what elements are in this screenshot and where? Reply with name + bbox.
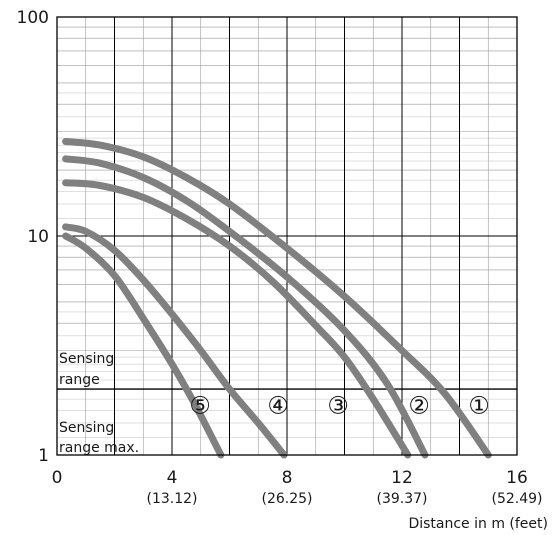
region-label-above-line2: range <box>59 372 100 388</box>
x-tick-sublabel: (52.49) <box>491 491 542 507</box>
series-curve-2 <box>62 155 429 459</box>
series-label-1: ① <box>468 391 490 419</box>
region-label-below-line1: Sensing <box>59 420 114 436</box>
x-axis-title: Distance in m (feet) <box>408 516 548 532</box>
series-layer <box>62 138 492 459</box>
x-tick-sublabel: (13.12) <box>146 491 197 507</box>
region-label-below-line2: range max. <box>59 440 139 456</box>
x-tick-sublabel: (26.25) <box>261 491 312 507</box>
region-label-above-line1: Sensing <box>59 351 114 367</box>
series-label-2: ② <box>408 391 430 419</box>
series-curve-1 <box>62 138 492 459</box>
series-curve-3 <box>62 179 412 459</box>
plot-border <box>56 16 518 456</box>
axis-labels: 1 10 100 0 4 (13.12) 8 (26.25) 12 (39.37) 16 (52.49… <box>17 8 543 507</box>
series-labels: ① ② ③ ④ ⑤ <box>189 391 490 419</box>
x-tick-label: 4 <box>167 468 178 488</box>
series-curve-5 <box>62 232 225 459</box>
series-label-5: ⑤ <box>189 391 211 419</box>
major-grid <box>57 17 517 455</box>
x-tick-label: 8 <box>282 468 293 488</box>
x-tick-label: 12 <box>391 468 413 488</box>
y-tick-label: 10 <box>27 227 49 247</box>
series-label-3: ③ <box>327 391 349 419</box>
y-tick-label: 1 <box>38 446 49 466</box>
y-tick-label: 100 <box>17 8 49 28</box>
x-tick-sublabel: (39.37) <box>376 491 427 507</box>
series-label-4: ④ <box>267 391 289 419</box>
x-tick-label: 16 <box>506 468 528 488</box>
x-tick-label: 0 <box>52 468 63 488</box>
series-curve-4 <box>62 223 288 459</box>
